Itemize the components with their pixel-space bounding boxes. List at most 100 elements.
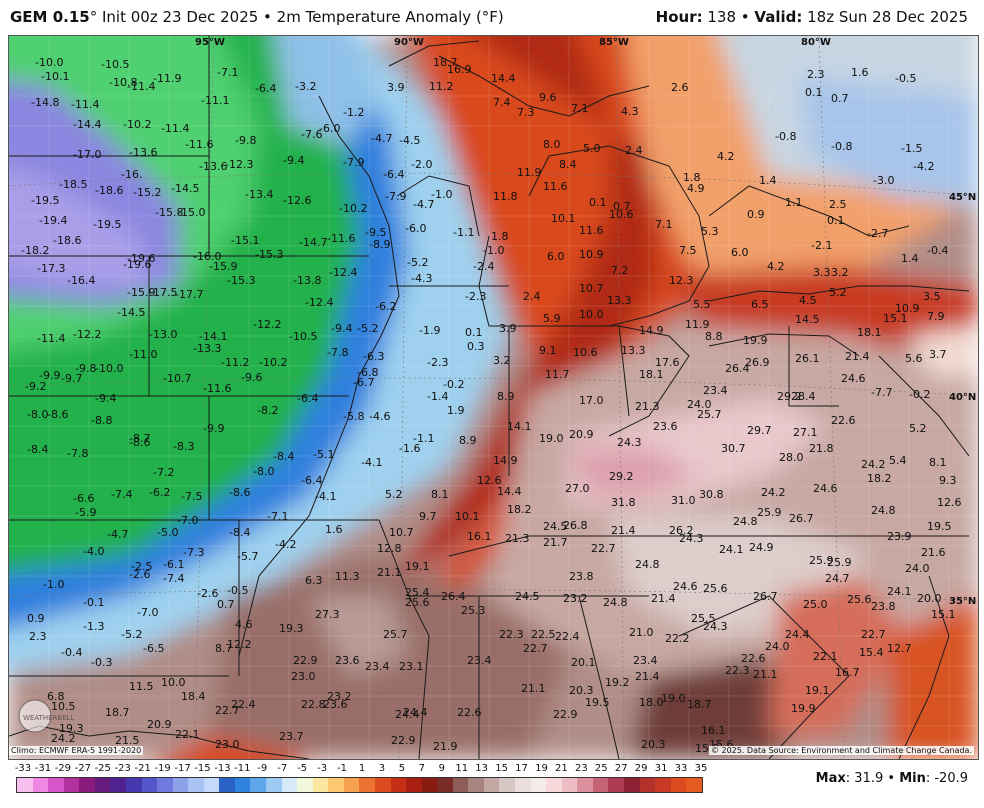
anomaly-value: -6.8 (357, 366, 378, 379)
colorbar-tick-label: -21 (134, 763, 151, 774)
anomaly-value: -9.7 (61, 372, 82, 385)
anomaly-value: -1.9 (419, 324, 440, 337)
anomaly-value: -8.2 (257, 404, 278, 417)
anomaly-value: 12.3 (669, 274, 694, 287)
anomaly-value: -5.0 (157, 526, 178, 539)
anomaly-value: 23.0 (215, 738, 240, 751)
colorbar-swatch (623, 778, 640, 792)
anomaly-value: 22.6 (741, 652, 766, 665)
anomaly-value: 19.5 (585, 696, 610, 709)
anomaly-value: 29.2 (777, 390, 802, 403)
anomaly-value: -18.6 (95, 184, 123, 197)
anomaly-value: -16.0 (193, 250, 221, 263)
anomaly-value: 26.2 (669, 524, 694, 537)
anomaly-value: -10.0 (35, 56, 63, 69)
colorbar-swatch (203, 778, 220, 792)
latitude-label-35n: 35°N (949, 596, 976, 607)
anomaly-value: -12.2 (73, 328, 101, 341)
anomaly-value: -10.5 (101, 58, 129, 71)
anomaly-value: 6.3 (305, 574, 323, 587)
anomaly-value: -0.3 (91, 656, 112, 669)
anomaly-value: 22.1 (813, 650, 838, 663)
colorbar-swatch (17, 778, 33, 792)
logo-text: WEATHERBELL (23, 714, 75, 722)
anomaly-value: 14.4 (497, 485, 522, 498)
anomaly-value: 6.5 (751, 298, 769, 311)
hour-label: Hour: (655, 8, 703, 26)
anomaly-value: 25.6 (405, 596, 430, 609)
anomaly-value: -7.2 (153, 466, 174, 479)
anomaly-value: -13.6 (199, 160, 227, 173)
anomaly-value: 10.0 (579, 308, 604, 321)
anomaly-value: 19.2 (605, 676, 630, 689)
anomaly-value: -15.2 (133, 186, 161, 199)
anomaly-value: 27.1 (793, 426, 818, 439)
min-label: Min (899, 771, 926, 786)
anomaly-value: -9.9 (39, 369, 60, 382)
anomaly-value: -6.0 (405, 222, 426, 235)
anomaly-value: -15.1 (231, 234, 259, 247)
anomaly-value: -1.2 (343, 106, 364, 119)
anomaly-value: -4.6 (369, 410, 390, 423)
anomaly-value: 9.1 (539, 344, 557, 357)
anomaly-value: -0.8 (831, 140, 852, 153)
colorbar-tick-label: 25 (594, 763, 608, 774)
colorbar-tick-label: -33 (14, 763, 32, 774)
anomaly-value: 7.1 (655, 218, 673, 231)
anomaly-value: 30.8 (699, 488, 724, 501)
anomaly-value: -6.4 (383, 168, 404, 181)
anomaly-value: -2.7 (867, 227, 888, 240)
anomaly-value: 21.6 (921, 546, 946, 559)
anomaly-value: -8.0 (27, 408, 48, 421)
anomaly-value: -0.8 (775, 130, 796, 143)
anomaly-value: 0.1 (465, 326, 483, 339)
anomaly-value: 20.3 (569, 684, 594, 697)
anomaly-value: 25.7 (697, 408, 722, 421)
colorbar-swatch (515, 778, 531, 792)
anomaly-value: 0.7 (217, 598, 235, 611)
anomaly-value: 26.7 (789, 512, 814, 525)
climo-credit: Climo: ECMWF ERA-5 1991-2020 (9, 746, 144, 755)
anomaly-value: -17.3 (37, 262, 65, 275)
anomaly-value: 19.3 (59, 722, 84, 735)
anomaly-value: -14.7 (299, 236, 327, 249)
anomaly-value: 20.1 (571, 656, 596, 669)
anomaly-value: 11.9 (685, 318, 710, 331)
colorbar-tick-label: -11 (234, 763, 251, 774)
anomaly-value: -2.3 (427, 356, 448, 369)
colorbar-swatch (141, 778, 158, 792)
anomaly-value: 10.1 (455, 510, 480, 523)
latitude-label-40n: 40°N (949, 392, 976, 403)
colorbar-swatch (219, 778, 235, 792)
anomaly-value: 22.9 (391, 734, 416, 747)
anomaly-value: 22.1 (175, 728, 200, 741)
anomaly-value: -6.4 (301, 474, 322, 487)
anomaly-value: -8.0 (253, 465, 274, 478)
anomaly-value: 2.3 (29, 630, 47, 643)
anomaly-value: 14.9 (493, 454, 518, 467)
anomaly-value: -10.8 (109, 76, 137, 89)
anomaly-value: 5.3 (701, 225, 719, 238)
anomaly-value: 3.2 (493, 354, 511, 367)
anomaly-value: 21.4 (635, 670, 660, 683)
anomaly-value: -1.0 (43, 578, 64, 591)
anomaly-value: -10.2 (259, 356, 287, 369)
anomaly-value: -5.8 (343, 410, 364, 423)
anomaly-value: -7.0 (137, 606, 158, 619)
colorbar-tick-label: 9 (438, 763, 445, 774)
anomaly-value: 3.7 (929, 348, 947, 361)
colorbar-tick-label: 31 (654, 763, 668, 774)
anomaly-value: 10.7 (579, 282, 604, 295)
anomaly-value: 21.1 (753, 668, 778, 681)
anomaly-value: 10.9 (895, 302, 920, 315)
colorbar-swatch (312, 778, 329, 792)
anomaly-value: -4.7 (371, 132, 392, 145)
anomaly-value: 28.0 (779, 451, 804, 464)
anomaly-value: -11.6 (327, 232, 355, 245)
anomaly-value: -19.4 (39, 214, 67, 227)
anomaly-value: -8.4 (273, 450, 294, 463)
colorbar-tick-label: 1 (358, 763, 366, 774)
anomaly-value: -9.8 (75, 362, 96, 375)
anomaly-value: -0.4 (61, 646, 82, 659)
anomaly-value: 25.6 (703, 582, 728, 595)
